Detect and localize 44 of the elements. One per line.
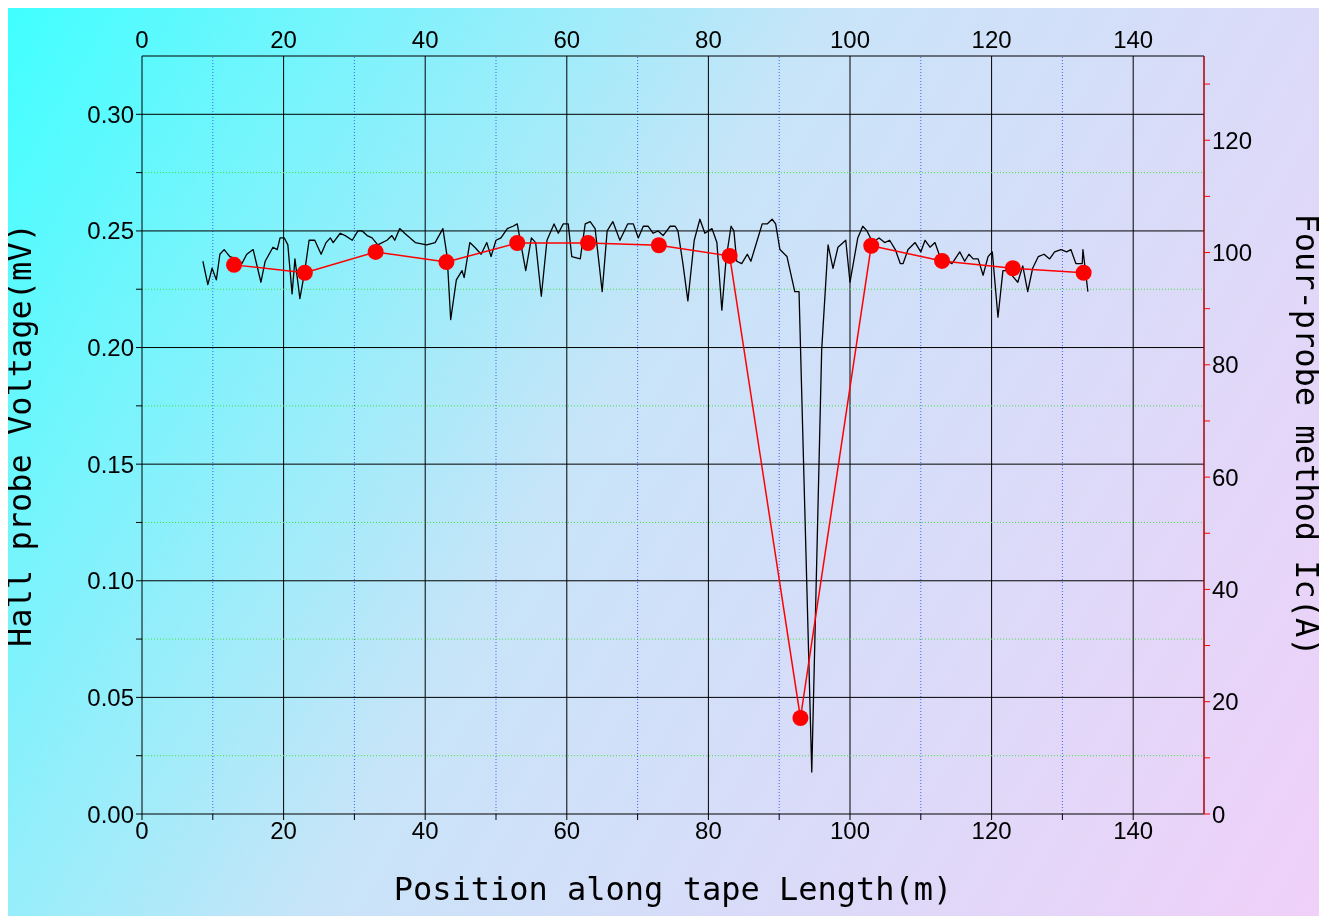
point	[367, 243, 384, 260]
y-tick-label: 0.25	[87, 217, 134, 245]
point	[650, 237, 667, 254]
x2-tick-label: 80	[695, 817, 722, 845]
y-tick-label: 0.20	[87, 334, 134, 362]
x2-tick-label: 0	[135, 817, 149, 845]
y2-tick-label: 60	[1212, 463, 1239, 491]
x2-tick-label: 140	[1113, 817, 1154, 845]
point	[1004, 260, 1021, 277]
y2-tick-label: 80	[1212, 351, 1239, 379]
y2-tick-label: 20	[1212, 688, 1239, 716]
x-tick-label: 20	[270, 26, 297, 53]
point	[226, 256, 243, 273]
x-tick-label: 80	[695, 26, 722, 53]
point	[509, 234, 526, 251]
y2-tick-label: 120	[1212, 126, 1253, 154]
y-tick-label: 0.15	[87, 450, 134, 478]
y2-tick-label: 100	[1212, 239, 1253, 267]
point	[296, 264, 313, 281]
x-tick-label: 40	[411, 26, 439, 53]
y2-tick-label: 40	[1212, 575, 1239, 603]
x2-tick-label: 60	[553, 817, 581, 845]
y2-tick-label: 0	[1212, 800, 1226, 828]
x-tick-label: 140	[1113, 26, 1154, 53]
x2-tick-label: 120	[971, 817, 1012, 845]
x-tick-label: 60	[553, 26, 581, 53]
y-tick-label: 0.00	[87, 800, 134, 828]
point	[934, 252, 951, 269]
x2-tick-label: 40	[411, 817, 439, 845]
point	[792, 709, 809, 726]
y-tick-label: 0.10	[87, 567, 134, 595]
y-tick-label: 0.05	[87, 683, 134, 711]
x-axis-title: Position along tape Length(m)	[393, 870, 953, 908]
point	[721, 247, 738, 264]
point	[863, 237, 880, 254]
point	[438, 254, 455, 271]
point	[580, 234, 597, 251]
x2-tick-label: 20	[270, 817, 297, 845]
x-tick-label: 0	[135, 26, 149, 53]
y-tick-label: 0.30	[87, 100, 134, 128]
x2-tick-label: 100	[829, 817, 871, 845]
point	[1075, 264, 1092, 281]
x-tick-label: 100	[829, 26, 871, 53]
x-tick-label: 120	[971, 26, 1012, 53]
